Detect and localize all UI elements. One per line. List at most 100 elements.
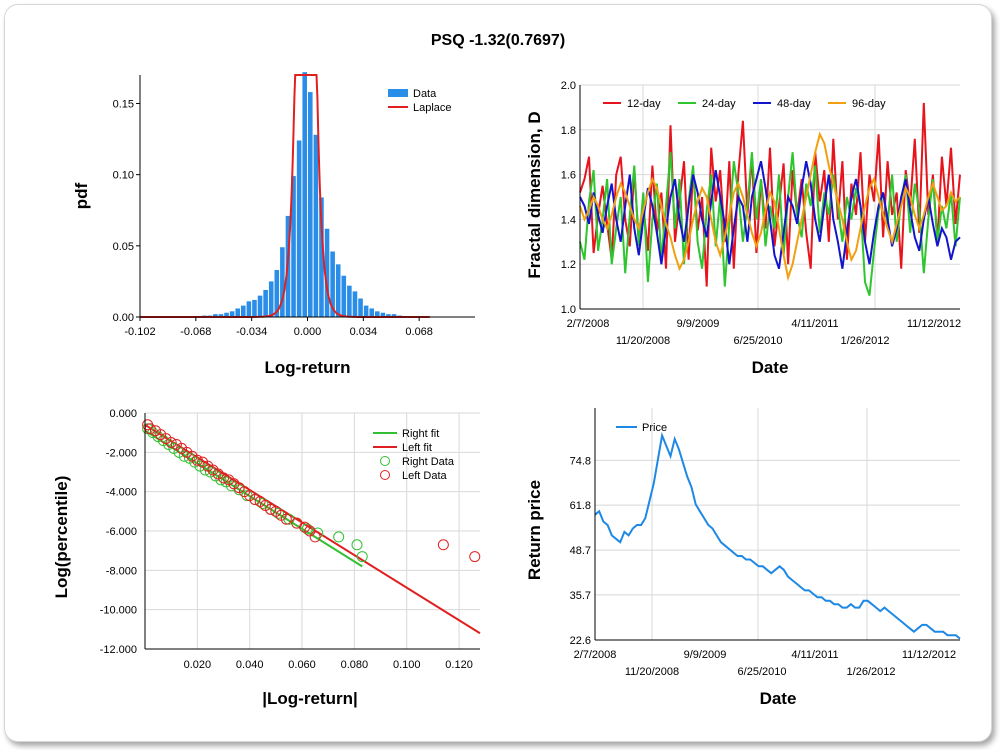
- x-tick-label: 0.040: [236, 659, 264, 671]
- histogram-bar: [224, 312, 229, 317]
- histogram-bar: [391, 314, 397, 317]
- legend-label-96-day: 96-day: [852, 98, 886, 110]
- histogram-bar: [280, 247, 285, 317]
- y-tick-label: 1.8: [561, 125, 576, 137]
- charts-canvas: PSQ -1.32(0.7697) 0.00 0.05 0.10 0.15 -0.102…: [52, 32, 961, 708]
- legend-label: Left Data: [402, 470, 448, 482]
- x-tick-label: 2/7/2008: [574, 649, 617, 661]
- x-tick-label: 0.100: [393, 659, 421, 671]
- histogram-bar: [375, 311, 380, 317]
- histogram-bar: [330, 251, 335, 317]
- histogram-bar: [302, 72, 307, 317]
- legend-swatch: [380, 470, 390, 480]
- laplace-fit-line: [140, 74, 430, 318]
- fractal-panel: 1.0 1.2 1.4 1.6 1.8 2.0 2/7/2008 9/9/2009 4/11/2…: [525, 80, 961, 377]
- left-data-point: [265, 503, 277, 515]
- legend-data-swatch: [388, 89, 408, 97]
- legend-laplace-label: Laplace: [413, 102, 452, 114]
- left-data-point: [218, 472, 230, 484]
- legend-swatch: [380, 456, 390, 466]
- histogram-bar: [235, 308, 240, 317]
- right-data-point: [356, 551, 368, 563]
- histogram-panel: 0.00 0.05 0.10 0.15 -0.102 -0.068 -0.034 0.000 0…: [72, 72, 475, 377]
- y-tick-label: -10.000: [100, 605, 137, 617]
- chart-frame: PSQ -1.32(0.7697) 0.00 0.05 0.10 0.15 -0.102…: [4, 4, 992, 742]
- y-tick-label: -12.000: [100, 644, 137, 656]
- price-panel: 22.6 35.7 48.7 61.8 74.8 2/7/2008 9/9/2009 4/11…: [525, 408, 961, 708]
- y-axis-title: pdf: [72, 182, 91, 209]
- x-tick-label: 11/20/2008: [625, 666, 679, 678]
- histogram-bar: [358, 298, 363, 317]
- histogram-bar: [369, 308, 374, 317]
- x-tick-label: 0.000: [294, 326, 322, 338]
- y-tick-label: 35.7: [570, 590, 591, 602]
- histogram-bar: [296, 140, 302, 317]
- histogram-bar: [268, 281, 274, 317]
- right-data-point: [351, 539, 363, 551]
- x-axis-title: Log-return: [265, 358, 351, 377]
- y-tick-label: 1.2: [561, 259, 576, 271]
- chart-title: PSQ -1.32(0.7697): [431, 32, 565, 49]
- x-tick-label: 4/11/2011: [791, 318, 838, 330]
- x-tick-label: -0.034: [236, 326, 267, 338]
- legend-label-24-day: 24-day: [702, 98, 736, 110]
- series-line-24-day: [579, 152, 961, 296]
- legend-label: Right fit: [402, 428, 439, 440]
- x-tick-label: 2/7/2008: [567, 318, 610, 330]
- x-axis-title: Date: [760, 689, 797, 708]
- histogram-bar: [252, 299, 257, 317]
- x-tick-label: 0.068: [405, 326, 433, 338]
- x-tick-label: 0.080: [341, 659, 369, 671]
- left-data-point: [280, 513, 292, 525]
- x-tick-label: -0.102: [124, 326, 155, 338]
- series-line-48-day: [579, 160, 961, 270]
- histogram-bar: [257, 295, 263, 317]
- x-tick-label: 0.120: [445, 659, 473, 671]
- y-tick-label: 0.05: [113, 241, 134, 253]
- histogram-bar: [213, 314, 218, 317]
- y-axis-title: Fractal dimension, D: [525, 111, 544, 278]
- x-tick-label: 1/26/2012: [841, 335, 890, 347]
- histogram-bar: [308, 92, 313, 317]
- x-tick-label: 11/20/2008: [616, 335, 670, 347]
- left-data-point: [469, 551, 481, 563]
- legend-label: Right Data: [402, 456, 455, 468]
- legend-label-48-day: 48-day: [777, 98, 811, 110]
- y-tick-label: 2.0: [561, 80, 576, 92]
- histogram-bar: [363, 305, 369, 317]
- histogram-bar: [229, 311, 235, 317]
- histogram-bar: [263, 289, 268, 317]
- series-line-96-day: [579, 131, 961, 282]
- histogram-bar: [313, 134, 319, 317]
- legend-label-12-day: 12-day: [627, 98, 661, 110]
- histogram-bar: [341, 275, 347, 317]
- left-data-point: [191, 454, 203, 466]
- histogram-bar: [246, 301, 252, 317]
- y-tick-label: 0.15: [113, 98, 134, 110]
- legend-label: Left fit: [402, 442, 432, 454]
- histogram-bar: [335, 264, 341, 317]
- histogram-bar: [218, 314, 224, 317]
- x-tick-label: -0.068: [180, 326, 211, 338]
- x-tick-label: 6/25/2010: [738, 666, 787, 678]
- histogram-bar: [380, 312, 386, 317]
- y-tick-label: -8.000: [106, 565, 137, 577]
- tail-panel: 0.000 -2.000 -4.000 -6.000 -8.000 -10.000 -12.…: [52, 408, 481, 708]
- x-tick-label: 4/11/2011: [791, 649, 838, 661]
- histogram-bar: [319, 197, 324, 317]
- y-tick-label: 0.000: [109, 408, 137, 420]
- x-tick-label: 0.020: [184, 659, 212, 671]
- x-tick-label: 9/9/2009: [684, 649, 727, 661]
- right-data-point: [301, 523, 313, 535]
- right-data-point: [215, 474, 227, 486]
- x-tick-label: 6/25/2010: [734, 335, 783, 347]
- histogram-bar: [352, 291, 358, 317]
- x-axis-title: |Log-return|: [262, 689, 357, 708]
- left-data-point: [249, 494, 261, 506]
- y-tick-label: -4.000: [106, 487, 137, 499]
- x-tick-label: 0.060: [288, 659, 316, 671]
- y-tick-label: 22.6: [570, 635, 591, 647]
- y-tick-label: -2.000: [106, 447, 137, 459]
- y-tick-label: 74.8: [570, 455, 591, 467]
- y-axis-title: Return price: [525, 480, 544, 580]
